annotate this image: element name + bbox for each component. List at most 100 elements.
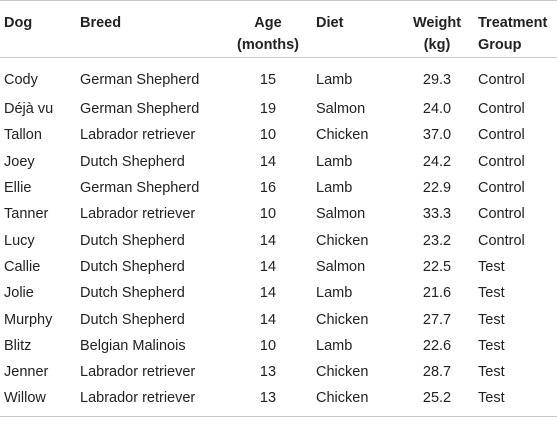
- header-dog: Dog: [0, 0, 80, 58]
- cell-breed: Labrador retriever: [80, 127, 196, 144]
- cell-weight: 33.3: [422, 206, 452, 223]
- table-body: Cody German Shepherd 15 Lamb 29.3 Control Déjà…: [0, 58, 557, 417]
- cell-age: 10: [259, 337, 277, 354]
- cell-weight: 22.9: [422, 180, 452, 197]
- cell-treatment-group: Control: [478, 101, 525, 118]
- cell-breed: Dutch Shepherd: [80, 153, 185, 170]
- cell-dog: Tallon: [4, 127, 42, 144]
- cell-breed: Belgian Malinois: [80, 337, 186, 354]
- table-row: Cody German Shepherd 15 Lamb 29.3 Control: [0, 58, 557, 97]
- cell-diet: Chicken: [316, 364, 369, 381]
- cell-diet: Lamb: [316, 72, 353, 88]
- cell-weight: 25.2: [396, 385, 478, 417]
- cell-dog: Déjà vu: [4, 101, 54, 118]
- dog-study-table-container: Dog Breed Age (months) Diet Weight (kg) Tr…: [0, 0, 557, 417]
- cell-treatment-group: Control: [478, 180, 525, 197]
- cell-age: 15: [259, 72, 277, 88]
- cell-diet: Chicken: [316, 232, 369, 249]
- cell-age: 10: [259, 206, 277, 223]
- table-row: Lucy Dutch Shepherd 14 Chicken 23.2 Control: [0, 227, 557, 253]
- table-row: Callie Dutch Shepherd 14 Salmon 22.5 Test: [0, 254, 557, 280]
- table-row: Jenner Labrador retriever 13 Chicken 28.7 Tes…: [0, 359, 557, 385]
- cell-breed: Dutch Shepherd: [80, 232, 185, 249]
- cell-breed: Dutch Shepherd: [80, 311, 185, 328]
- table-row: Blitz Belgian Malinois 10 Lamb 22.6 Test: [0, 333, 557, 359]
- cell-dog: Murphy: [4, 311, 53, 328]
- cell-treatment-group: Test: [478, 364, 505, 381]
- table-row: Willow Labrador retriever 13 Chicken 25.2 Tes…: [0, 385, 557, 417]
- header-age: Age (months): [220, 0, 316, 58]
- table-row: Tanner Labrador retriever 10 Salmon 33.3 Cont…: [0, 201, 557, 227]
- table-row: Ellie German Shepherd 16 Lamb 22.9 Control: [0, 175, 557, 201]
- cell-treatment-group: Control: [478, 232, 525, 249]
- cell-age: 14: [259, 285, 277, 302]
- cell-breed: Labrador retriever: [80, 385, 220, 417]
- header-dog-label: Dog: [4, 15, 33, 31]
- cell-breed: Dutch Shepherd: [80, 258, 185, 275]
- cell-age: 13: [259, 364, 277, 381]
- header-group-line1: Treatment: [478, 15, 548, 31]
- table-row: Murphy Dutch Shepherd 14 Chicken 27.7 Test: [0, 306, 557, 332]
- cell-weight: 24.2: [422, 153, 452, 170]
- header-age-line1: Age: [254, 15, 282, 31]
- cell-treatment-group: Test: [478, 285, 505, 302]
- cell-breed: German Shepherd: [80, 101, 200, 118]
- header-breed: Breed: [80, 0, 220, 58]
- header-weight: Weight (kg): [396, 0, 478, 58]
- cell-dog: Tanner: [4, 206, 49, 223]
- cell-breed: German Shepherd: [80, 180, 200, 197]
- cell-treatment-group: Control: [478, 127, 525, 144]
- cell-weight: 28.7: [422, 364, 452, 381]
- cell-dog: Jenner: [4, 364, 49, 381]
- cell-diet: Lamb: [316, 337, 353, 354]
- cell-dog: Lucy: [4, 232, 35, 249]
- cell-treatment-group: Test: [478, 258, 505, 275]
- cell-weight: 21.6: [422, 285, 452, 302]
- cell-weight: 22.5: [422, 258, 452, 275]
- cell-dog: Blitz: [4, 337, 32, 354]
- cell-weight: 22.6: [422, 337, 452, 354]
- cell-breed: Labrador retriever: [80, 206, 196, 223]
- cell-age: 19: [259, 101, 277, 118]
- cell-treatment-group: Control: [478, 206, 525, 223]
- table-row: Jolie Dutch Shepherd 14 Lamb 21.6 Test: [0, 280, 557, 306]
- cell-diet: Salmon: [316, 258, 366, 275]
- header-age-line2: (months): [236, 37, 299, 53]
- cell-age: 14: [259, 311, 277, 328]
- header-breed-label: Breed: [80, 15, 122, 31]
- cell-age: 14: [259, 232, 277, 249]
- cell-dog: Cody: [4, 72, 38, 88]
- header-diet: Diet: [316, 0, 396, 58]
- table-row: Tallon Labrador retriever 10 Chicken 37.0 Con…: [0, 122, 557, 148]
- cell-diet: Salmon: [316, 101, 366, 118]
- cell-dog: Callie: [4, 258, 41, 275]
- cell-weight: 29.3: [422, 72, 452, 88]
- cell-treatment-group: Test: [478, 311, 505, 328]
- cell-weight: 37.0: [422, 127, 452, 144]
- header-group-line2: Group: [478, 37, 522, 53]
- cell-age: 16: [259, 180, 277, 197]
- header-weight-line1: Weight: [412, 15, 462, 31]
- table-row: Joey Dutch Shepherd 14 Lamb 24.2 Control: [0, 149, 557, 175]
- cell-diet: Chicken: [316, 385, 396, 417]
- cell-age: 14: [259, 153, 277, 170]
- cell-breed: Dutch Shepherd: [80, 285, 185, 302]
- cell-diet: Chicken: [316, 127, 369, 144]
- cell-treatment-group: Test: [478, 385, 557, 417]
- cell-treatment-group: Control: [478, 153, 525, 170]
- cell-breed: Labrador retriever: [80, 364, 196, 381]
- cell-diet: Lamb: [316, 285, 353, 302]
- cell-diet: Chicken: [316, 311, 369, 328]
- cell-dog: Jolie: [4, 285, 34, 302]
- cell-treatment-group: Test: [478, 337, 505, 354]
- cell-dog: Willow: [0, 385, 80, 417]
- header-treatment-group: Treatment Group: [478, 0, 557, 58]
- dog-study-table: Dog Breed Age (months) Diet Weight (kg) Tr…: [0, 0, 557, 417]
- cell-age: 14: [259, 258, 277, 275]
- cell-dog: Ellie: [4, 180, 32, 197]
- header-diet-label: Diet: [316, 15, 344, 31]
- cell-weight: 27.7: [422, 311, 452, 328]
- cell-age: 10: [259, 127, 277, 144]
- header-weight-line2: (kg): [423, 37, 451, 53]
- cell-treatment-group: Control: [478, 72, 525, 88]
